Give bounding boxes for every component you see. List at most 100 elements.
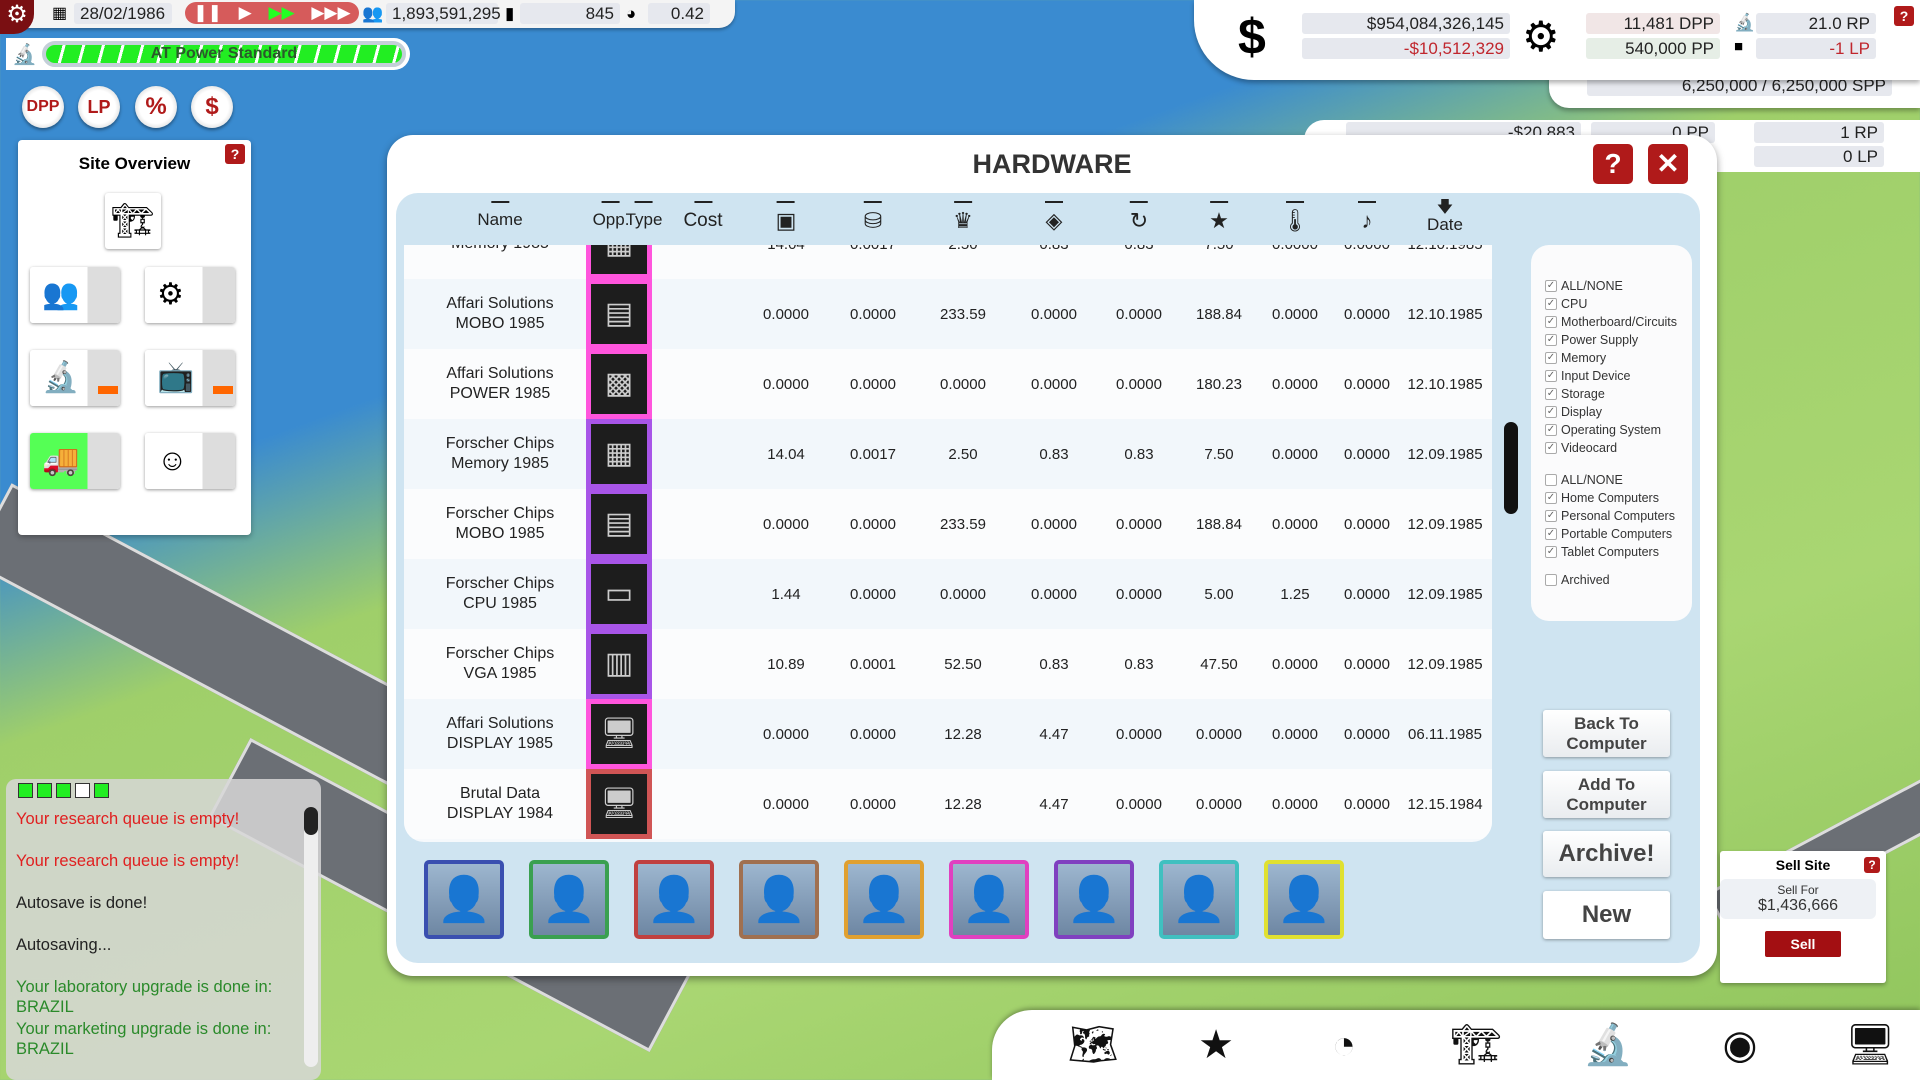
competitor-portrait[interactable]: 👤	[424, 860, 504, 939]
table-scrollbar[interactable]	[1504, 422, 1518, 514]
checkbox[interactable]: ✓	[1545, 442, 1557, 454]
column-header[interactable]: 🡇 Date	[1427, 200, 1463, 235]
table-row[interactable]: Forscher Chips VGA 1985 ▥ 10.89 0.0001 52.50…	[404, 629, 1492, 699]
filter-checkbox[interactable]: ✓ Tablet Computers	[1545, 543, 1692, 561]
checkbox[interactable]: ✓	[1545, 406, 1557, 418]
checkbox[interactable]: ✓	[1545, 546, 1557, 558]
checkbox[interactable]: ✓	[1545, 510, 1557, 522]
research-progress[interactable]: 🔬 AT Power Standard	[6, 38, 410, 70]
new-button[interactable]: New	[1543, 891, 1670, 939]
help-button[interactable]: ?	[1864, 857, 1880, 873]
percent-button[interactable]: %	[135, 86, 177, 128]
filter-checkbox[interactable]: ALL/NONE	[1545, 471, 1692, 489]
column-header[interactable]: ★	[1209, 201, 1229, 238]
checkbox[interactable]: ✓	[1545, 334, 1557, 346]
pause-button[interactable]: ❚❚	[193, 3, 222, 22]
column-header[interactable]: Type	[626, 201, 662, 230]
competitor-portrait[interactable]: 👤	[1264, 860, 1344, 939]
checkbox[interactable]	[1545, 474, 1557, 486]
column-header[interactable]: ◈	[1045, 201, 1063, 238]
filter-checkbox[interactable]: ✓ Home Computers	[1545, 489, 1692, 507]
marketing-button[interactable]: 📺	[145, 350, 235, 406]
archived-checkbox[interactable]: Archived	[1545, 571, 1692, 589]
checkbox[interactable]: ✓	[1545, 492, 1557, 504]
help-button[interactable]: ?	[1894, 6, 1914, 26]
column-header[interactable]: ⛁	[864, 201, 882, 238]
checkbox[interactable]: ✓	[1545, 352, 1557, 364]
microscope-icon[interactable]: 🔬	[1583, 1023, 1633, 1067]
checkbox[interactable]: ✓	[1545, 528, 1557, 540]
pie-chart-icon[interactable]: ◔	[1331, 1023, 1357, 1067]
fastest-button[interactable]: ▶▶▶	[311, 3, 351, 22]
column-header[interactable]: Cost	[683, 201, 723, 232]
table-row[interactable]: Brutal Data DISPLAY 1984 🖥 0.0000 0.0000 12.…	[404, 769, 1492, 839]
checkbox[interactable]: ✓	[1545, 316, 1557, 328]
table-row[interactable]: Affari Solutions POWER 1985 ▩ 0.0000 0.0000…	[404, 349, 1492, 419]
research-filter-icon[interactable]	[37, 783, 52, 798]
filter-checkbox[interactable]: ✓ Display	[1545, 403, 1692, 421]
lab-filter-icon[interactable]	[75, 783, 90, 798]
column-header[interactable]: ▣	[776, 201, 796, 238]
filter-checkbox[interactable]: ✓ Memory	[1545, 349, 1692, 367]
table-row[interactable]: Memory 1985 ▦ 14.04 0.0017 2.50 0.83 0.83 7.50 0…	[404, 245, 1492, 279]
filter-checkbox[interactable]: ✓ ALL/NONE	[1545, 277, 1692, 295]
checkbox[interactable]	[1545, 574, 1557, 586]
filter-checkbox[interactable]: ✓ Videocard	[1545, 439, 1692, 457]
column-header[interactable]: ↻	[1130, 201, 1148, 238]
add-to-computer-button[interactable]: Add To Computer	[1543, 771, 1670, 818]
factory-filter-icon[interactable]	[18, 783, 33, 798]
competitor-portrait[interactable]: 👤	[949, 860, 1029, 939]
disc-icon[interactable]: ◉	[1722, 1023, 1758, 1067]
message-scrollbar[interactable]	[304, 807, 318, 1067]
checkbox[interactable]: ✓	[1545, 388, 1557, 400]
fast-forward-button[interactable]: ▶▶	[268, 3, 295, 22]
filter-checkbox[interactable]: ✓ Motherboard/Circuits	[1545, 313, 1692, 331]
column-header[interactable]: ♪	[1358, 201, 1376, 238]
star-icon[interactable]: ★	[1198, 1023, 1234, 1067]
logistics-button[interactable]: 🚚	[30, 433, 120, 489]
filter-checkbox[interactable]: ✓ Portable Computers	[1545, 525, 1692, 543]
checkbox[interactable]: ✓	[1545, 280, 1557, 292]
crane-icon[interactable]: 🏗	[1450, 1023, 1502, 1067]
table-row[interactable]: Forscher Chips CPU 1985 ▭ 1.44 0.0000 0.0000…	[404, 559, 1492, 629]
play-button[interactable]: ▶	[238, 3, 252, 22]
dollar-button[interactable]: $	[191, 86, 233, 128]
computer-icon[interactable]: 🖥	[1844, 1023, 1896, 1067]
production-button[interactable]: ⚙	[145, 267, 235, 323]
dpp-button[interactable]: DPP	[22, 86, 64, 128]
staff-button[interactable]: 👥	[30, 267, 120, 323]
table-row[interactable]: Affari Solutions DISPLAY 1985 🖥 0.0000 0.00…	[404, 699, 1492, 769]
column-header[interactable]: Opp.	[593, 201, 629, 230]
help-button[interactable]: ?	[1593, 144, 1633, 184]
table-row[interactable]: Forscher Chips Memory 1985 ▦ 14.04 0.0017 2.…	[404, 419, 1492, 489]
scroll-thumb[interactable]	[304, 807, 318, 835]
close-button[interactable]: ✕	[1648, 144, 1688, 184]
competitor-portrait[interactable]: 👤	[1159, 860, 1239, 939]
archive-button[interactable]: Archive!	[1543, 831, 1670, 877]
competitor-portrait[interactable]: 👤	[844, 860, 924, 939]
table-row[interactable]: Affari Solutions MOBO 1985 ▤ 0.0000 0.0000 2…	[404, 279, 1492, 349]
column-header[interactable]: Name	[477, 201, 523, 230]
filter-checkbox[interactable]: ✓ CPU	[1545, 295, 1692, 313]
column-header[interactable]: 🌡	[1281, 201, 1309, 238]
competitor-portrait[interactable]: 👤	[739, 860, 819, 939]
filter-checkbox[interactable]: ✓ Personal Computers	[1545, 507, 1692, 525]
competitor-portrait[interactable]: 👤	[529, 860, 609, 939]
competitor-portrait[interactable]: 👤	[634, 860, 714, 939]
column-header[interactable]: ♛	[953, 201, 973, 238]
checkbox[interactable]: ✓	[1545, 298, 1557, 310]
table-row[interactable]: Forscher Chips MOBO 1985 ▤ 0.0000 0.0000 233…	[404, 489, 1492, 559]
display-filter-icon[interactable]	[94, 783, 109, 798]
lp-button[interactable]: LP	[78, 86, 120, 128]
filter-checkbox[interactable]: ✓ Input Device	[1545, 367, 1692, 385]
competitor-portrait[interactable]: 👤	[1054, 860, 1134, 939]
build-crane-button[interactable]: 🏗	[105, 193, 161, 249]
back-to-computer-button[interactable]: Back To Computer	[1543, 710, 1670, 757]
office-filter-icon[interactable]	[56, 783, 71, 798]
research-lab-button[interactable]: 🔬	[30, 350, 120, 406]
filter-checkbox[interactable]: ✓ Operating System	[1545, 421, 1692, 439]
settings-gear-button[interactable]: ⚙	[0, 0, 34, 34]
checkbox[interactable]: ✓	[1545, 424, 1557, 436]
filter-checkbox[interactable]: ✓ Storage	[1545, 385, 1692, 403]
world-map-icon[interactable]: 🗺	[1067, 1023, 1119, 1067]
